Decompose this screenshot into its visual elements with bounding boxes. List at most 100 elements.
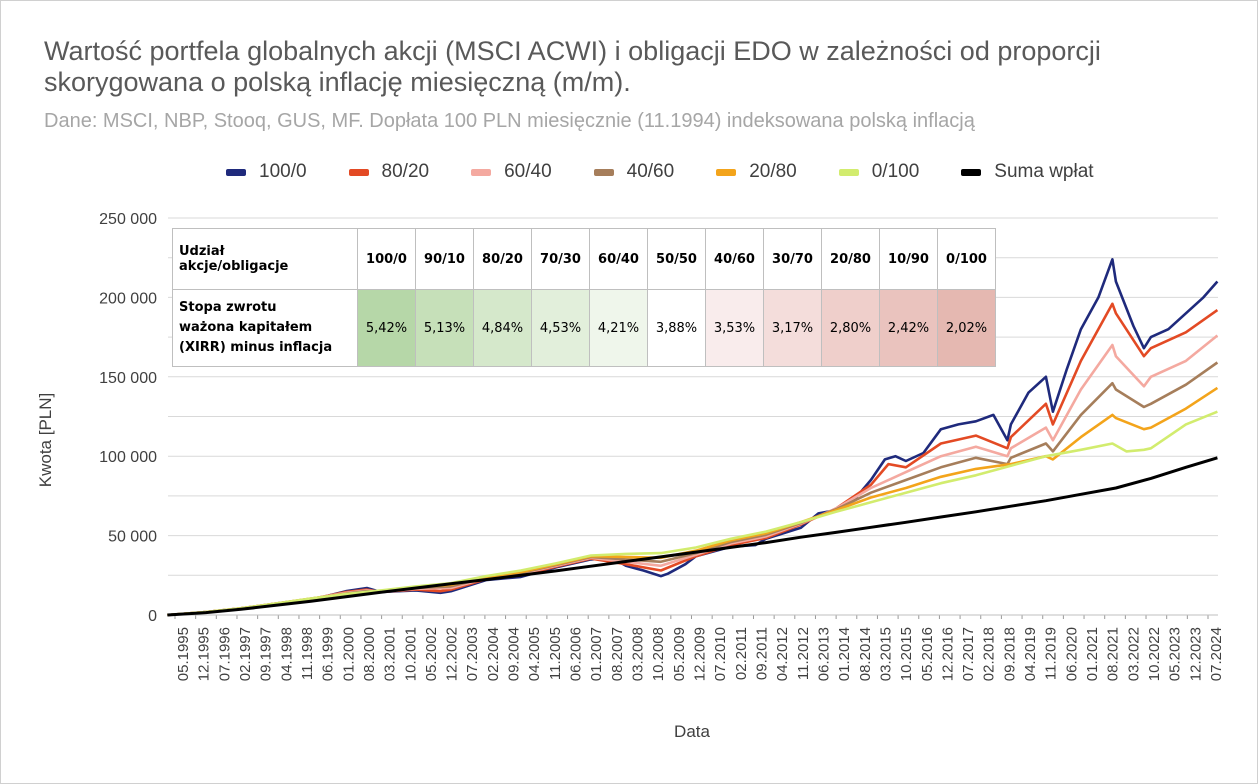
x-tick-label: 09.2011 [753,627,770,680]
table-column-header: 100/0 [357,228,416,290]
x-tick-label: 04.2012 [774,627,791,681]
table-column-header: 70/30 [531,228,590,290]
x-tick-label: 11.2019 [1043,627,1060,680]
x-tick-label: 07.2003 [464,627,481,681]
series-line-Suma-wp-at [167,456,1218,617]
x-tick-label: 02.1997 [237,627,254,681]
table-value-cell: 2,42% [879,289,938,367]
table-column-header: 20/80 [821,228,880,290]
y-tick-label: 150 000 [99,370,157,387]
legend-swatch [226,168,246,176]
x-tick-label: 04.1998 [278,627,295,681]
x-tick-label: 08.2021 [1105,627,1122,681]
y-tick-label: 100 000 [99,449,157,466]
table-column-header: 50/50 [647,228,706,290]
table-value-cell: 3,88% [647,289,706,367]
legend-swatch [593,168,614,176]
x-tick-label: 07.1996 [216,627,233,681]
x-tick-label: 05.1995 [175,627,192,681]
table-value-cell: 3,53% [705,289,764,367]
x-tick-label: 05.2023 [1167,627,1184,681]
legend-item: 60/40 [471,161,552,183]
x-tick-label: 03.2001 [382,627,399,681]
table-value-cell: 5,42% [357,289,416,367]
x-tick-label: 08.2000 [361,627,378,681]
x-tick-label: 12.1995 [196,627,213,681]
x-tick-label: 07.2024 [1208,627,1225,681]
table-column-header: 80/20 [473,228,532,290]
x-tick-label: 01.2007 [588,627,605,681]
chart-subtitle: Dane: MSCI, NBP, Stooq, GUS, MF. Dopłata… [44,110,975,132]
y-tick-label: 200 000 [99,290,157,307]
x-tick-label: 09.2018 [1001,627,1018,681]
table-column-header: 90/10 [415,228,474,290]
legend-item: Suma wpłat [961,161,1094,183]
table-row-label-line1: Stopa zwrotu [179,300,277,315]
x-tick-label: 02.2018 [981,627,998,681]
legend-swatch [838,168,859,176]
table-value-cell: 2,02% [937,289,996,367]
legend-label: 40/60 [626,161,675,182]
table-value-cell: 4,84% [473,289,532,367]
table-header-label-line2: akcje/obligacje [179,259,289,274]
x-tick-label: 08.2007 [609,627,626,681]
x-tick-label: 01.2021 [1084,627,1101,681]
table-column-header: 40/60 [705,228,764,290]
x-tick-label: 10.2015 [898,627,915,681]
x-tick-label: 12.2016 [939,627,956,681]
x-tick-label: 12.2009 [692,627,709,681]
series-line-0-100 [167,410,1218,617]
series-line-60-40 [167,334,1219,617]
chart-title: Wartość portfela globalnych akcji (MSCI … [44,36,1101,97]
x-tick-label: 05.2016 [919,627,936,681]
table-value-cell: 4,21% [589,289,648,367]
x-tick-label: 08.2014 [857,627,874,681]
legend-label: 0/100 [871,161,920,182]
x-tick-label: 01.2014 [836,627,853,681]
x-tick-label: 02.2011 [733,627,750,680]
legend-label: 60/40 [504,161,552,182]
x-tick-label: 12.2023 [1187,627,1204,681]
x-tick-label: 04.2019 [1022,627,1039,681]
table-value-cell: 3,17% [763,289,822,367]
table-header-label-line1: Udział [179,244,225,259]
x-tick-label: 06.1999 [320,627,337,681]
x-axis-label: Data [674,722,710,741]
y-tick-label: 0 [148,608,157,625]
x-tick-label: 04.2005 [526,627,543,681]
x-tick-label: 06.2006 [568,627,585,681]
x-tick-label: 06.2013 [815,627,832,681]
x-tick-label: 07.2017 [960,627,977,681]
table-column-header: 0/100 [937,228,996,290]
table-value-cell: 5,13% [415,289,474,367]
x-tick-label: 10.2001 [402,627,419,681]
table-value-cell: 2,80% [821,289,880,367]
x-tick-label: 10.2008 [650,627,667,681]
legend-label: 20/80 [749,161,797,182]
xirr-table: Udział akcje/obligacje 100/0 90/10 80/20 70… [172,228,996,367]
x-tick-label: 02.2004 [485,627,502,681]
table-column-header: 10/90 [879,228,938,290]
legend-item: 20/80 [716,161,797,183]
legend-item: 40/60 [593,161,675,183]
x-tick-label: 06.2020 [1063,627,1080,681]
table-value-cell: 4,53% [531,289,590,367]
x-tick-label: 09.2004 [506,627,523,681]
legend-label: 100/0 [259,161,307,182]
x-tick-label: 03.2022 [1125,627,1142,681]
x-tick-label: 05.2009 [671,627,688,681]
x-tick-label: 07.2010 [712,627,729,681]
legend: 100/0 80/20 60/40 40/60 20/80 0/100 Suma wpłat [226,160,1136,184]
x-tick-label: 11.2012 [795,627,812,680]
table-row-label-line3: (XIRR) minus inflacja [179,340,333,355]
legend-swatch [471,168,492,176]
table-column-header: 30/70 [763,228,822,290]
y-axis-label: Kwota [PLN] [36,392,55,488]
x-tick-label: 03.2015 [877,627,894,681]
legend-swatch [961,168,982,176]
legend-item: 0/100 [838,161,920,183]
x-tick-label: 12.2002 [444,627,461,681]
x-tick-label: 10.2022 [1146,627,1163,681]
y-tick-label: 50 000 [108,529,157,546]
